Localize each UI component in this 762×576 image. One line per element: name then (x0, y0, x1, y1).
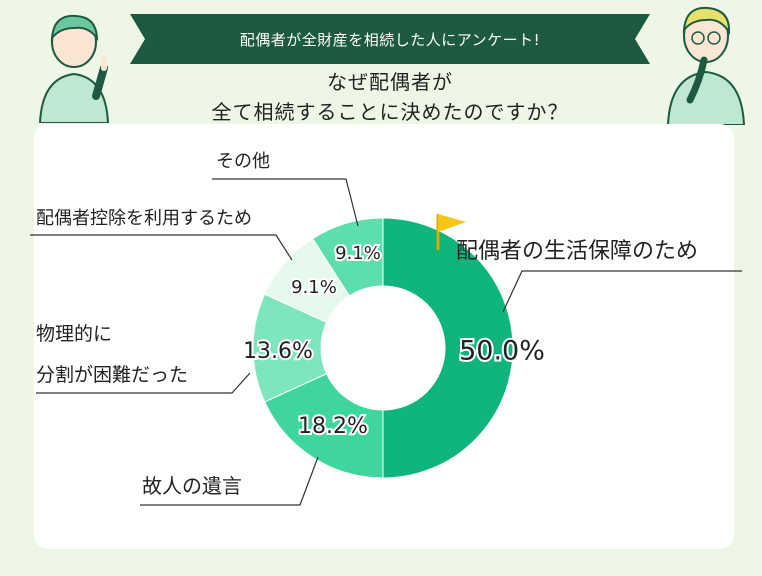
data-label: 9.1% (291, 277, 337, 298)
leader-line (30, 234, 293, 261)
data-label: 9.1% (335, 243, 381, 264)
leader-line (36, 372, 251, 394)
leader-line (212, 178, 359, 227)
category-label: 配偶者の生活保障のため (456, 239, 698, 264)
data-label: 50.0% (459, 336, 545, 367)
data-label: 13.6% (243, 339, 313, 364)
category-label: 物理的に (36, 323, 112, 345)
question-line-1: なぜ配偶者が (327, 70, 453, 94)
category-label: 配偶者控除を利用するため (36, 208, 252, 229)
category-label: 分割が困難だった (36, 364, 188, 386)
data-label: 18.2% (298, 414, 368, 439)
category-label: その他 (216, 151, 270, 172)
flag-icon (438, 214, 466, 232)
question-line-2: 全て相続することに決めたのですか？ (211, 100, 569, 124)
leader-line (140, 456, 319, 506)
donut-slice (264, 373, 384, 479)
category-label: 故人の遺言 (142, 474, 242, 498)
donut-slice (382, 217, 514, 479)
person-left-illustration (38, 14, 110, 123)
banner-text: 配偶者が全財産を相続した人にアンケート! (239, 30, 541, 49)
donut-slice (311, 217, 384, 297)
title-banner (130, 14, 650, 64)
leader-line (502, 270, 742, 313)
person-right-illustration (666, 6, 746, 125)
